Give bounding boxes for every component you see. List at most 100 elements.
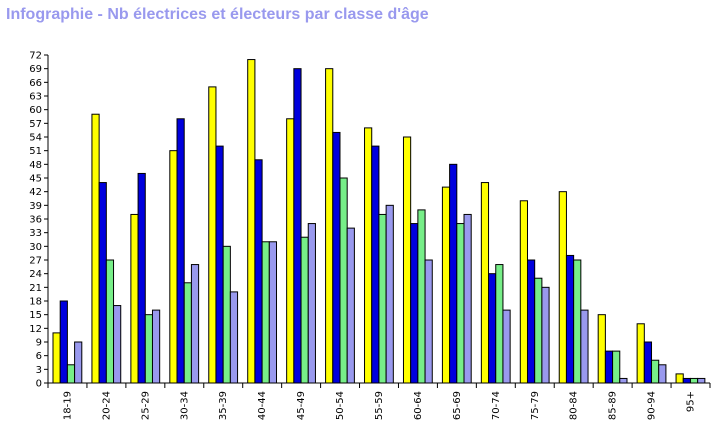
bar-50-54-s1 [325,68,334,384]
y-tick-label: 36 [29,215,42,226]
bar-40-44-s2 [254,159,263,384]
x-tick-label: 75-79 [530,391,541,420]
chart-title: Infographie - Nb électrices et électeurs… [6,6,429,23]
y-tick-label: 60 [29,105,42,116]
x-tick-label: 85-89 [608,391,619,420]
bar-25-29-s1 [130,213,139,384]
bar-70-74-s3 [495,264,504,384]
bar-55-59-s1 [364,127,373,384]
x-tick-label: 60-64 [413,391,424,420]
bar-55-59-s4 [385,204,394,384]
bar-55-59-s2 [371,145,380,384]
bar-65-69-s2 [449,163,458,384]
bar-85-89-s4 [619,377,628,384]
y-tick-label: 9 [36,338,42,349]
bar-75-79-s2 [526,259,536,384]
bar-90-94-s2 [643,341,653,384]
bar-80-84-s2 [565,254,575,384]
y-tick-label: 69 [29,64,42,75]
bar-30-34-s2 [176,118,185,384]
y-tick-label: 33 [29,228,42,239]
bar-30-34-s1 [169,150,178,384]
x-tick-label: 18-19 [62,391,73,420]
bar-90-94-s4 [658,364,667,384]
bar-50-54-s3 [339,177,348,384]
bar-75-79-s4 [541,286,550,384]
y-tick-label: 15 [29,310,42,321]
bar-55-59-s3 [378,213,387,384]
bar-35-39-s4 [229,291,239,384]
bar-60-64-s4 [424,259,433,384]
x-tick-label: 55-59 [374,391,385,420]
x-tick-label: 45-49 [296,391,307,420]
bar-18-19-s3 [66,364,76,384]
y-tick-label: 0 [36,379,42,390]
bar-45-49-s3 [300,236,309,384]
bar-25-29-s4 [151,309,161,384]
bar-40-44-s4 [268,241,278,384]
bar-85-89-s1 [597,314,606,384]
bar-25-29-s3 [144,314,153,384]
x-tick-label: 50-54 [335,391,346,420]
bar-95+-s1 [675,373,684,384]
bar-90-94-s1 [636,323,645,384]
y-tick-label: 21 [29,283,42,294]
bar-25-29-s2 [137,172,146,384]
bar-35-39-s3 [222,245,231,384]
bar-90-94-s3 [651,359,660,384]
bar-60-64-s1 [402,136,412,384]
bar-45-49-s2 [293,68,302,384]
bar-30-34-s3 [183,282,192,384]
bar-95+-s4 [697,377,706,384]
y-tick-label: 30 [29,242,42,253]
y-tick-label: 66 [29,78,42,89]
x-tick-label: 20-24 [101,391,112,420]
bar-60-64-s3 [417,209,426,384]
bar-80-84-s1 [558,191,567,384]
bar-75-79-s3 [534,277,543,384]
bar-85-89-s3 [612,350,621,384]
y-tick-label: 57 [29,119,42,130]
bar-45-49-s4 [307,223,316,384]
bar-80-84-s4 [580,309,589,384]
bar-20-24-s3 [105,259,115,384]
y-tick-label: 48 [29,160,42,171]
bar-40-44-s3 [261,241,270,384]
y-tick-label: 72 [29,51,42,62]
bar-60-64-s2 [410,223,419,384]
y-tick-label: 12 [29,324,42,335]
bar-65-69-s4 [463,213,472,384]
x-tick-label: 25-29 [140,391,151,420]
bar-20-24-s4 [113,305,122,384]
x-tick-label: 35-39 [218,391,229,420]
bar-30-34-s4 [190,264,200,384]
y-tick-label: 39 [29,201,42,212]
bar-70-74-s4 [502,309,511,384]
y-tick-label: 18 [29,297,42,308]
bar-20-24-s2 [98,182,107,384]
bar-40-44-s1 [247,59,256,384]
bar-20-24-s1 [91,113,100,384]
bar-18-19-s4 [74,341,83,384]
x-tick-label: 40-44 [257,391,268,420]
bar-45-49-s1 [286,118,295,384]
y-tick-label: 27 [29,256,42,267]
bar-65-69-s1 [441,186,451,384]
x-tick-label: 70-74 [491,391,502,420]
x-tick-label: 65-69 [452,391,463,420]
x-tick-label: 95+ [686,391,697,412]
y-tick-label: 45 [29,174,42,185]
bar-18-19-s2 [59,300,68,384]
bar-50-54-s4 [346,227,355,384]
y-tick-label: 24 [29,269,42,280]
y-tick-label: 6 [36,351,42,362]
bar-35-39-s2 [215,145,224,384]
bar-80-84-s3 [573,259,582,384]
bar-70-74-s2 [488,273,497,384]
bar-70-74-s1 [480,182,490,384]
y-tick-label: 3 [36,365,42,376]
y-tick-label: 51 [29,146,42,157]
x-tick-label: 30-34 [179,391,190,420]
y-axis: 0369121518212427303336394245485154576063… [29,51,49,390]
